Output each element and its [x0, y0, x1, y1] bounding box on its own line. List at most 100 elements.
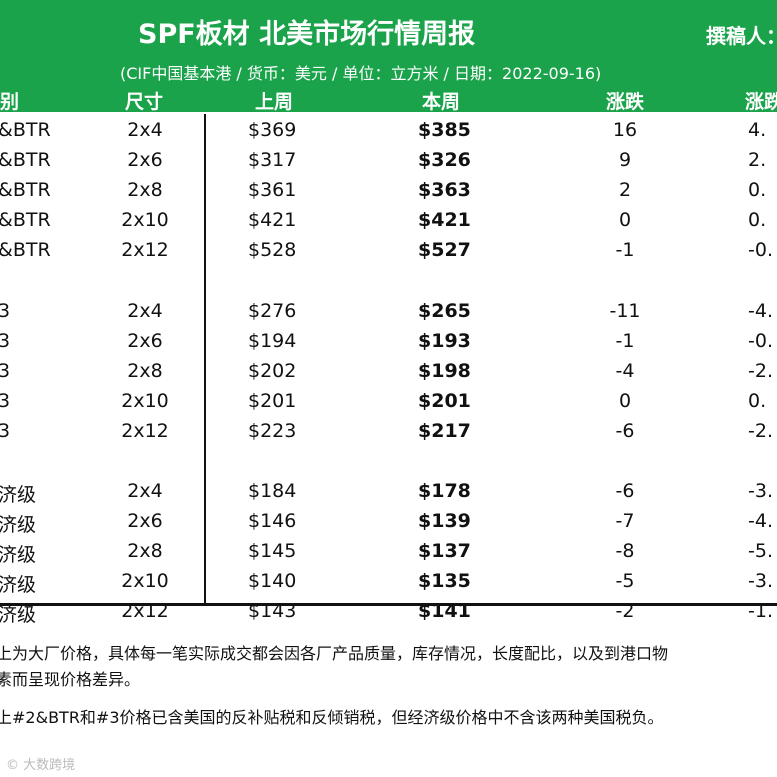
change-cell: -1	[615, 239, 635, 262]
change-cell: 0	[618, 389, 632, 412]
grade-cell: 3	[0, 299, 11, 322]
col-header-last-week: 上周	[255, 91, 294, 113]
this-week-price-cell: $385	[418, 119, 471, 141]
size-cell: 2x4	[127, 299, 163, 322]
pct-change-cell: -2.	[748, 419, 773, 442]
last-week-price-cell: $194	[248, 329, 297, 352]
grade-cell: 济级	[0, 484, 37, 506]
table-row: 3 2x6 $194 $193 -1 -0.	[0, 327, 777, 357]
change-cell: -1	[615, 329, 635, 352]
this-week-price-cell: $421	[418, 209, 471, 232]
table-row: 3 2x4 $276 $265 -11 -4.	[0, 297, 777, 327]
price-table: &BTR 2x4 $369 $385 16 4. &BTR 2x6 $317 $326 9 2. &BT…	[0, 114, 777, 626]
this-week-price-cell: $178	[418, 480, 471, 502]
this-week-price-cell: $527	[418, 239, 471, 262]
column-divider	[204, 114, 206, 605]
pct-change-cell: -4.	[748, 299, 773, 322]
col-header-pct-change: 涨跌	[745, 91, 777, 113]
this-week-price-cell: $201	[418, 389, 471, 412]
pct-change-cell: -5.	[748, 540, 773, 563]
size-cell: 2x6	[127, 149, 163, 172]
this-week-price-cell: $217	[418, 419, 471, 442]
this-week-price-cell: $265	[418, 299, 471, 322]
grade-cell: &BTR	[0, 179, 51, 202]
watermark-text: © 大数跨境	[6, 758, 76, 773]
col-header-grade: 别	[0, 91, 20, 113]
table-row: 济级 2x12 $143 $141 -2 -1.	[0, 597, 777, 627]
table-row: &BTR 2x4 $369 $385 16 4.	[0, 116, 777, 146]
table-row: 3 2x12 $223 $217 -6 -2.	[0, 417, 777, 447]
change-cell: 16	[612, 119, 638, 141]
grade-cell: 济级	[0, 514, 37, 537]
last-week-price-cell: $145	[248, 540, 297, 563]
this-week-price-cell: $326	[418, 149, 471, 172]
col-header-change: 涨跌	[606, 91, 645, 113]
last-week-price-cell: $146	[248, 510, 297, 533]
pct-change-cell: -4.	[748, 510, 773, 533]
col-header-this-week: 本周	[422, 91, 461, 113]
change-cell: 0	[618, 209, 632, 232]
grade-cell: 3	[0, 389, 11, 412]
pct-change-cell: 4.	[748, 119, 767, 141]
table-header-row: 别 尺寸 上周 本周 涨跌 涨跌	[0, 87, 777, 113]
pct-change-cell: 0.	[748, 209, 767, 232]
change-cell: 2	[618, 179, 632, 202]
last-week-price-cell: $201	[248, 389, 297, 412]
grade-cell: 济级	[0, 574, 37, 597]
note-line-2: 素而呈现价格差异。	[0, 670, 141, 689]
size-cell: 2x6	[127, 510, 163, 533]
table-row: &BTR 2x12 $528 $527 -1 -0.	[0, 236, 777, 266]
col-header-size: 尺寸	[125, 91, 164, 113]
author-label: 撰稿人：	[706, 24, 777, 48]
change-cell: 9	[618, 149, 632, 172]
size-cell: 2x8	[127, 540, 163, 563]
note-line-3: 上#2&BTR和#3价格已含美国的反补贴税和反倾销税，但经济级价格中不含该两种美…	[0, 708, 664, 727]
last-week-price-cell: $421	[248, 209, 297, 232]
table-row: 济级 2x4 $184 $178 -6 -3.	[0, 477, 777, 507]
this-week-price-cell: $139	[418, 510, 471, 533]
pct-change-cell: 0.	[748, 389, 767, 412]
note-line-1: 上为大厂价格，具体每一笔实际成交都会因各厂产品质量，库存情况，长度配比，以及到港…	[0, 644, 669, 663]
table-row: 济级 2x8 $145 $137 -8 -5.	[0, 537, 777, 567]
pct-change-cell: -0.	[748, 239, 773, 262]
report-title: SPF板材 北美市场行情周报	[138, 19, 476, 50]
last-week-price-cell: $276	[248, 299, 297, 322]
pct-change-cell: -3.	[748, 480, 773, 502]
report-subtitle: (CIF中国基本港 / 货币：美元 / 单位：立方米 / 日期：2022-09-…	[120, 64, 602, 83]
change-cell: -4	[615, 359, 635, 382]
pct-change-cell: 2.	[748, 149, 767, 172]
last-week-price-cell: $361	[248, 179, 297, 202]
grade-cell: 3	[0, 329, 11, 352]
table-row: 济级 2x6 $146 $139 -7 -4.	[0, 507, 777, 537]
table-row: 3 2x10 $201 $201 0 0.	[0, 387, 777, 417]
table-row: &BTR 2x6 $317 $326 9 2.	[0, 146, 777, 176]
change-cell: -8	[615, 540, 635, 563]
size-cell: 2x6	[127, 329, 163, 352]
size-cell: 2x10	[121, 570, 169, 593]
last-week-price-cell: $369	[248, 119, 297, 141]
pct-change-cell: 0.	[748, 179, 767, 202]
size-cell: 2x4	[127, 119, 163, 141]
grade-cell: &BTR	[0, 209, 51, 232]
size-cell: 2x10	[121, 389, 169, 412]
change-cell: -5	[615, 570, 635, 593]
pct-change-cell: -3.	[748, 570, 773, 593]
size-cell: 2x8	[127, 179, 163, 202]
change-cell: -6	[615, 419, 635, 442]
table-row: &BTR 2x8 $361 $363 2 0.	[0, 176, 777, 206]
last-week-price-cell: $223	[248, 419, 297, 442]
size-cell: 2x12	[121, 419, 169, 442]
change-cell: -11	[609, 299, 641, 322]
pct-change-cell: -2.	[748, 359, 773, 382]
last-week-price-cell: $202	[248, 359, 297, 382]
grade-cell: 济级	[0, 604, 37, 627]
table-row: 济级 2x10 $140 $135 -5 -3.	[0, 567, 777, 597]
change-cell: -7	[615, 510, 635, 533]
grade-cell: &BTR	[0, 119, 51, 141]
last-week-price-cell: $528	[248, 239, 297, 262]
table-row: &BTR 2x10 $421 $421 0 0.	[0, 206, 777, 236]
this-week-price-cell: $363	[418, 179, 471, 202]
this-week-price-cell: $135	[418, 570, 471, 593]
change-cell: -6	[615, 480, 635, 502]
pct-change-cell: -0.	[748, 329, 773, 352]
